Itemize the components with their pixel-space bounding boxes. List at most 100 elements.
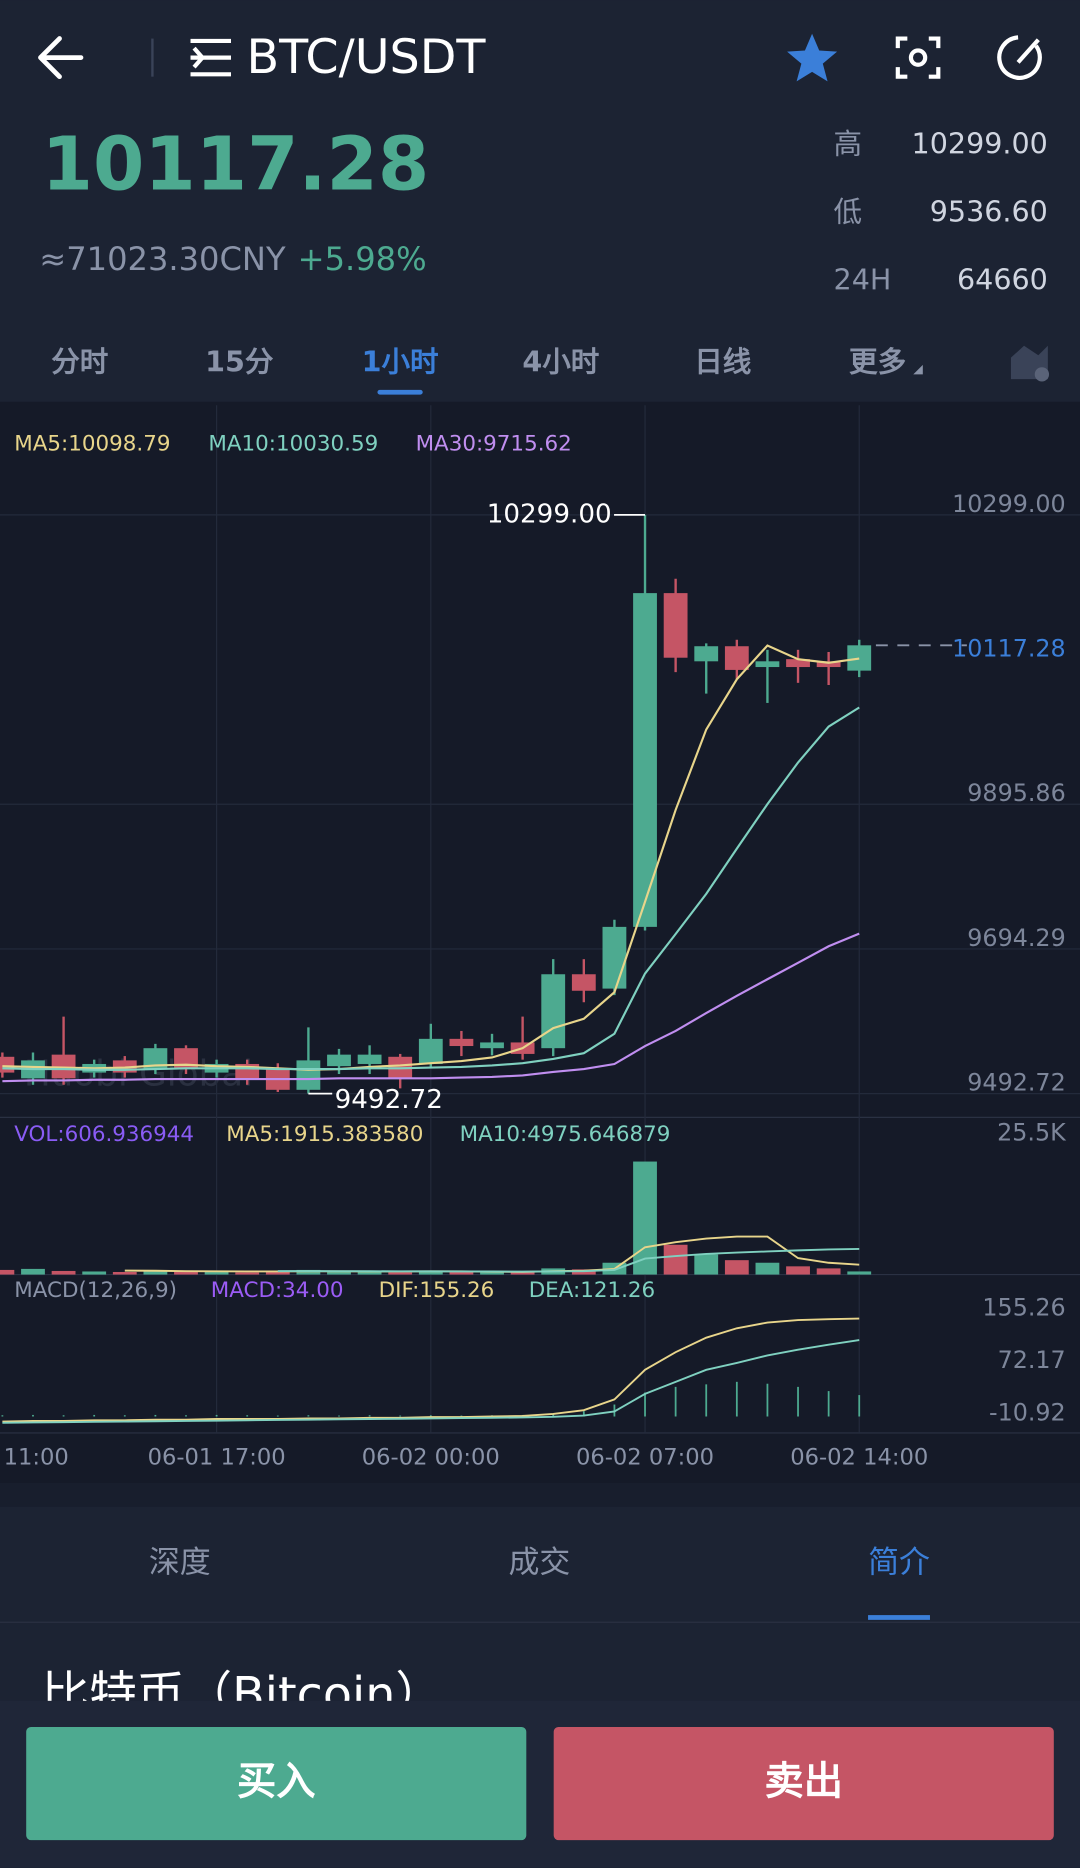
legend-entry: DEA:121.26 xyxy=(529,1278,655,1303)
legend-entry: MA30:9715.62 xyxy=(416,432,572,457)
price-change: +5.98% xyxy=(298,240,427,278)
y-tick-label: -10.92 xyxy=(989,1398,1066,1426)
x-tick-label: 06-02 14:00 xyxy=(790,1444,928,1470)
stat-value: 10299.00 xyxy=(912,127,1048,161)
volume-bar xyxy=(112,1271,137,1275)
high-annotation: 10299.00 xyxy=(487,499,612,529)
stat-value: 64660 xyxy=(957,262,1048,296)
y-tick-label: 9895.86 xyxy=(967,779,1065,807)
indicator-line xyxy=(2,1317,860,1423)
info-tab[interactable]: 成交 xyxy=(508,1544,570,1580)
stat-label: 低 xyxy=(834,195,863,229)
x-tick-label: 06-02 00:00 xyxy=(362,1444,500,1470)
candle-body xyxy=(143,1048,168,1069)
period-tab[interactable]: 日线 xyxy=(694,345,752,379)
x-tick-label: 11:00 xyxy=(4,1444,69,1470)
period-underline xyxy=(377,389,423,395)
candle-body xyxy=(174,1048,198,1069)
candle-body xyxy=(694,646,719,662)
scan-icon[interactable] xyxy=(895,36,941,79)
volume-bar xyxy=(51,1270,76,1275)
candle-body xyxy=(571,974,596,991)
y-tick-label: 10299.00 xyxy=(952,490,1066,518)
volume-bar xyxy=(357,1271,382,1275)
indicator-line xyxy=(277,1247,860,1273)
volume-bar xyxy=(418,1270,443,1275)
tab-underline xyxy=(868,1615,930,1620)
volume-bar xyxy=(847,1271,872,1275)
stat-label: 24H xyxy=(834,262,892,296)
favorite-star[interactable] xyxy=(787,33,838,82)
sell-label[interactable]: 卖出 xyxy=(764,1760,843,1805)
info-tab[interactable]: 简介 xyxy=(868,1544,930,1580)
low-annotation: 9492.72 xyxy=(335,1085,443,1115)
candle-body xyxy=(663,593,688,658)
buy-label[interactable]: 买入 xyxy=(237,1760,316,1805)
candle-body xyxy=(786,659,810,668)
candle-body xyxy=(755,661,780,668)
candle-body xyxy=(602,926,627,989)
last-price-label: 10117.28 xyxy=(952,635,1066,663)
ma-line xyxy=(2,644,860,1071)
candle-body xyxy=(296,1060,321,1090)
volume-bar xyxy=(694,1254,719,1275)
period-tab[interactable]: 15分 xyxy=(205,345,274,379)
refresh-icon[interactable] xyxy=(997,35,1042,80)
candle-body xyxy=(449,1038,474,1047)
stat-value: 9536.60 xyxy=(930,195,1048,229)
back-button[interactable] xyxy=(38,36,84,80)
volume-bar xyxy=(143,1270,168,1275)
spacer xyxy=(0,1482,1080,1507)
legend-entry: MACD:34.00 xyxy=(211,1278,344,1303)
menu-icon[interactable] xyxy=(190,38,232,77)
y-tick-label: 72.17 xyxy=(998,1346,1066,1374)
candle-body xyxy=(541,974,566,1049)
chart-area xyxy=(0,401,1080,1483)
volume-bar xyxy=(235,1272,260,1275)
indicator-line xyxy=(2,1339,860,1424)
period-tab[interactable]: 更多 xyxy=(849,345,906,379)
candle-body xyxy=(418,1038,443,1064)
legend-entry: DIF:155.26 xyxy=(379,1278,495,1303)
sell-button[interactable] xyxy=(553,1727,1054,1841)
y-tick-label: 155.26 xyxy=(982,1294,1065,1322)
legend-entry: MA5:10098.79 xyxy=(14,432,170,457)
legend-entry: MA10:4975.646879 xyxy=(460,1122,671,1147)
volume-bar xyxy=(510,1272,535,1275)
y-tick-label: 25.5K xyxy=(997,1119,1067,1147)
volume-bar xyxy=(755,1262,780,1275)
pane-title: MACD(12,26,9) xyxy=(14,1278,177,1303)
period-tab[interactable]: 1小时 xyxy=(362,345,439,379)
candle-body xyxy=(0,1056,15,1073)
stat-label: 高 xyxy=(834,127,863,161)
candle-body xyxy=(633,593,657,927)
volume-bar xyxy=(663,1244,688,1275)
volume-bar xyxy=(82,1271,107,1275)
volume-bar xyxy=(21,1268,45,1275)
x-tick-label: 06-02 07:00 xyxy=(576,1444,714,1470)
volume-bar xyxy=(449,1271,474,1275)
info-tab[interactable]: 深度 xyxy=(149,1544,211,1580)
buy-button[interactable] xyxy=(26,1727,527,1841)
chart-settings-gear[interactable] xyxy=(1034,367,1050,382)
volume-bar xyxy=(480,1271,504,1275)
more-triangle xyxy=(913,364,923,375)
ma-line xyxy=(2,932,860,1083)
period-tab[interactable]: 4小时 xyxy=(522,345,599,379)
volume-bar xyxy=(786,1266,810,1275)
candle-body xyxy=(327,1054,351,1067)
volume-bar xyxy=(388,1272,413,1275)
ma-line xyxy=(2,706,860,1071)
volume-bar xyxy=(0,1269,15,1275)
volume-bar xyxy=(265,1271,290,1275)
volume-bar xyxy=(204,1271,229,1275)
volume-bar xyxy=(174,1270,198,1275)
last-price: 10117.28 xyxy=(42,122,430,208)
period-tab[interactable]: 分时 xyxy=(51,345,108,379)
legend-entry: MA5:1915.383580 xyxy=(226,1122,423,1147)
volume-bar xyxy=(724,1260,749,1275)
candle-body xyxy=(357,1054,382,1064)
x-tick-label: 06-01 17:00 xyxy=(148,1444,286,1470)
y-tick-label: 9694.29 xyxy=(967,924,1065,952)
